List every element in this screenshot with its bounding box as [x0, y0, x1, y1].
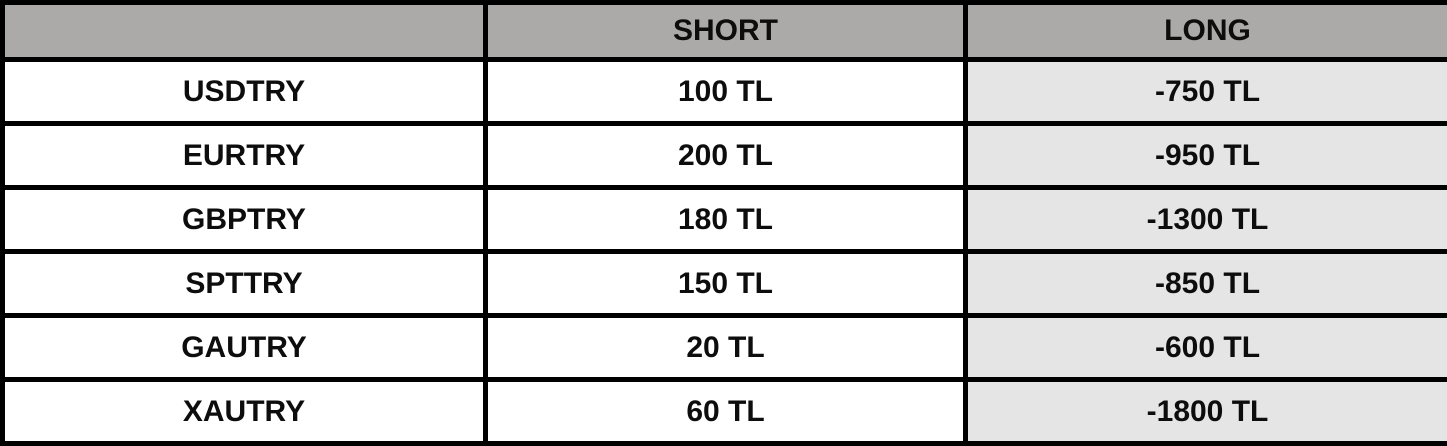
table-row-xautry: XAUTRY 60 TL -1800 TL [3, 380, 1447, 444]
table-header-row: SHORT LONG [3, 3, 1447, 60]
long-value-cell: -750 TL [966, 60, 1447, 124]
short-value-cell: 180 TL [486, 188, 966, 252]
table-row-eurtry: EURTRY 200 TL -950 TL [3, 124, 1447, 188]
instrument-cell: GBPTRY [3, 188, 486, 252]
long-value-cell: -1300 TL [966, 188, 1447, 252]
short-value-cell: 100 TL [486, 60, 966, 124]
corner-header-cell [3, 3, 486, 60]
table-row-spttry: SPTTRY 150 TL -850 TL [3, 252, 1447, 316]
instrument-cell: EURTRY [3, 124, 486, 188]
table-row-gbptry: GBPTRY 180 TL -1300 TL [3, 188, 1447, 252]
table-row-usdtry: USDTRY 100 TL -750 TL [3, 60, 1447, 124]
long-value-cell: -1800 TL [966, 380, 1447, 444]
long-value-cell: -600 TL [966, 316, 1447, 380]
instrument-cell: USDTRY [3, 60, 486, 124]
short-value-cell: 20 TL [486, 316, 966, 380]
instrument-cell: SPTTRY [3, 252, 486, 316]
short-value-cell: 200 TL [486, 124, 966, 188]
instrument-cell: GAUTRY [3, 316, 486, 380]
table-row-gautry: GAUTRY 20 TL -600 TL [3, 316, 1447, 380]
long-column-header: LONG [966, 3, 1447, 60]
long-value-cell: -850 TL [966, 252, 1447, 316]
short-column-header: SHORT [486, 3, 966, 60]
short-value-cell: 60 TL [486, 380, 966, 444]
instrument-cell: XAUTRY [3, 380, 486, 444]
short-value-cell: 150 TL [486, 252, 966, 316]
long-value-cell: -950 TL [966, 124, 1447, 188]
